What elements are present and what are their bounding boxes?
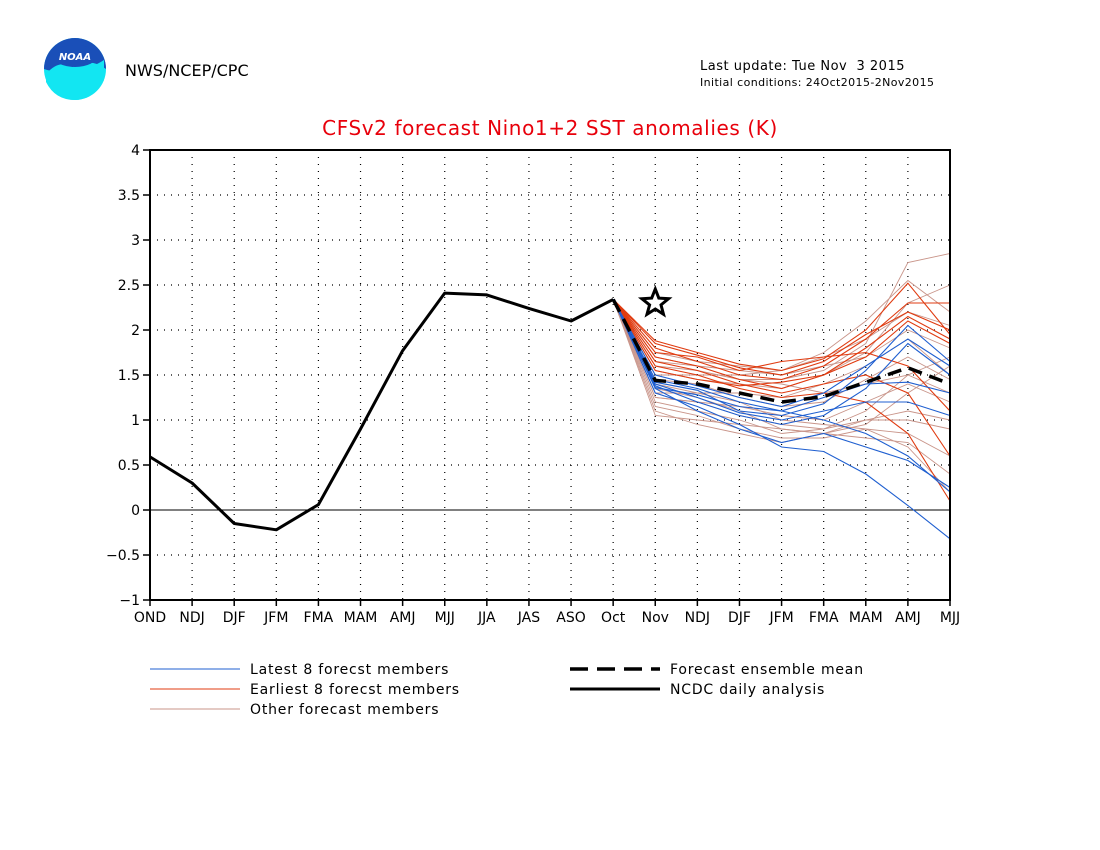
- x-tick-label: MAM: [344, 610, 378, 626]
- y-tick-label: 0: [131, 503, 140, 519]
- earliest-member-line: [612, 299, 951, 387]
- earliest-members: [612, 282, 951, 502]
- other-member-line: [612, 299, 951, 434]
- x-tick-label: FMA: [304, 610, 334, 626]
- chart-title: CFSv2 forecast Nino1+2 SST anomalies (K): [322, 116, 778, 140]
- legend-earliest-label: Earliest 8 forecst members: [250, 682, 460, 698]
- y-tick-label: 3: [131, 233, 140, 249]
- earliest-member-line: [612, 299, 951, 502]
- last-update: Last update: Tue Nov 3 2015: [700, 59, 905, 74]
- latest-member-line: [612, 299, 951, 426]
- x-tick-label: JFM: [263, 610, 288, 626]
- y-tick-label: 3.5: [118, 188, 140, 204]
- x-tick-label: DJF: [728, 610, 751, 626]
- y-tick-label: 1.5: [118, 368, 140, 384]
- x-tick-label: AMJ: [390, 610, 416, 626]
- earliest-member-line: [612, 299, 951, 390]
- y-tick-label: 1: [131, 413, 140, 429]
- y-tick-label: 2: [131, 323, 140, 339]
- other-member-line: [612, 299, 951, 457]
- latest-member-line: [612, 299, 951, 488]
- legend-latest-label: Latest 8 forecst members: [250, 662, 449, 678]
- x-tick-label: MAM: [849, 610, 883, 626]
- x-tick-label: MJJ: [435, 610, 455, 626]
- earliest-member-line: [612, 299, 950, 381]
- analysis-line: [149, 291, 614, 532]
- x-tick-label: ASO: [556, 610, 585, 626]
- y-tick-label: 2.5: [118, 278, 140, 294]
- latest-members: [612, 299, 951, 540]
- x-tick-label: JJA: [477, 610, 496, 626]
- earliest-member-line: [612, 299, 951, 376]
- x-tick-label: Oct: [601, 610, 626, 626]
- legend: Latest 8 forecst members Earliest 8 forec…: [150, 662, 864, 718]
- y-tick-label: −0.5: [106, 548, 140, 564]
- noaa-logo-bird: [53, 45, 97, 67]
- x-tick-label: NDJ: [685, 610, 710, 626]
- earliest-member-line: [612, 299, 951, 457]
- noaa-logo-text: NOAA: [59, 52, 91, 63]
- grid: [150, 150, 950, 600]
- noaa-logo: NOAA: [44, 38, 106, 100]
- x-tick-label: NDJ: [179, 610, 204, 626]
- initial-conditions: Initial conditions: 24Oct2015-2Nov2015: [700, 76, 934, 89]
- x-tick-label: JAS: [517, 610, 540, 626]
- earliest-member-line: [612, 282, 951, 372]
- org-label: NWS/NCEP/CPC: [125, 61, 249, 80]
- y-tick-label: 4: [131, 143, 140, 159]
- star-marker: [637, 284, 673, 318]
- latest-member-line: [612, 299, 951, 408]
- y-tick-label: −1: [119, 593, 140, 609]
- legend-analysis-label: NCDC daily analysis: [670, 682, 825, 698]
- x-tick-label: OND: [134, 610, 166, 626]
- y-tick-label: 0.5: [118, 458, 140, 474]
- noaa-logo-wave: [46, 60, 104, 100]
- legend-mean-label: Forecast ensemble mean: [670, 662, 864, 678]
- latest-member-line: [612, 299, 951, 540]
- x-tick-label: AMJ: [895, 610, 921, 626]
- x-tick-label: Nov: [642, 610, 669, 626]
- x-tick-label: MJJ: [940, 610, 960, 626]
- ensemble-mean-line: [611, 298, 951, 404]
- latest-member-line: [612, 299, 951, 493]
- latest-member-line: [612, 299, 951, 421]
- legend-other-label: Other forecast members: [250, 702, 439, 718]
- x-tick-label: DJF: [223, 610, 246, 626]
- earliest-member-line: [612, 299, 951, 412]
- latest-member-line: [612, 299, 951, 417]
- x-tick-label: JFM: [768, 610, 793, 626]
- main-series: [149, 284, 951, 532]
- x-tick-label: FMA: [809, 610, 839, 626]
